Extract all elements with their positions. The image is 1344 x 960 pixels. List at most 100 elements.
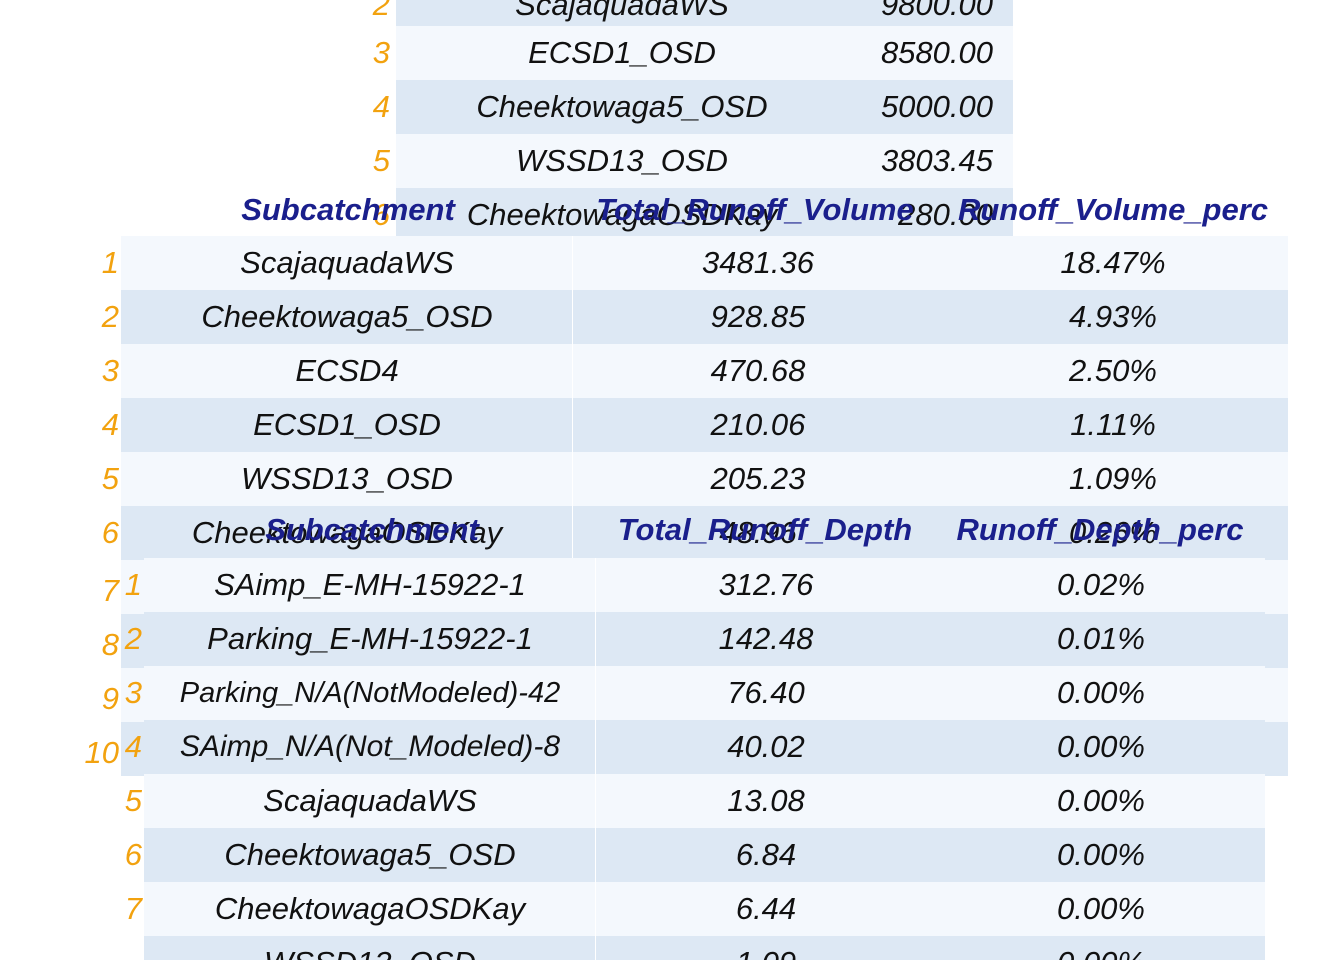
cell-depth: 6.44 bbox=[735, 891, 797, 926]
cell-name: WSSD13_OSD bbox=[516, 143, 728, 178]
row-index: 7 bbox=[101, 573, 119, 608]
cell-name: CheektowagaOSDKay bbox=[191, 515, 503, 550]
table-row: 4 ECSD1_OSD 210.06 1.11% bbox=[102, 398, 1288, 452]
row-index: 2 bbox=[372, 0, 390, 22]
table-row: 3 ECSD1_OSD 8580.00 bbox=[373, 26, 1013, 80]
row-index: 6 bbox=[101, 515, 119, 550]
cell-name: ECSD1_OSD bbox=[253, 407, 441, 442]
table-row: 6 CheektowagaOSDKay 48.96 0.26% bbox=[102, 506, 1288, 560]
cell-depth: 13.08 bbox=[727, 783, 805, 818]
cell-volume: 928.85 bbox=[710, 299, 806, 334]
row-index: 5 bbox=[372, 143, 390, 178]
cell-value: 8580.00 bbox=[880, 35, 993, 70]
cell-name: ScajaquadaWS bbox=[263, 783, 477, 818]
cell-name: ScajaquadaWS bbox=[240, 245, 454, 280]
row-index: 10 bbox=[84, 735, 119, 770]
cell-volume: 48.96 bbox=[719, 515, 797, 550]
row-index: 4 bbox=[101, 407, 119, 442]
cell-perc: 0.00% bbox=[936, 936, 1265, 960]
cell-perc: 0.00% bbox=[1057, 675, 1145, 710]
cell-name: CheektowagaOSDKay bbox=[214, 891, 526, 926]
cell-depth: 312.76 bbox=[718, 567, 814, 602]
table-row: 2 Parking_E-MH-15922-1 142.48 0.01% bbox=[125, 612, 1265, 666]
cell-value: 280.00 bbox=[898, 197, 993, 232]
cell-name: ECSD4 bbox=[295, 353, 399, 388]
cell-depth: 40.02 bbox=[727, 729, 805, 764]
header-subcatchment: Subcatchment bbox=[241, 192, 455, 227]
cell-name: WSSD13_OSD bbox=[241, 461, 453, 496]
table-row: 4 SAimp_N/A(Not_Modeled)-8 40.02 0.00% bbox=[125, 720, 1265, 774]
header-total-runoff-depth: Total_Runoff_Depth bbox=[617, 512, 913, 547]
cell-value: 9800.00 bbox=[880, 0, 993, 22]
row-index: 4 bbox=[372, 89, 390, 124]
table-row: 6 CheektowagaOSDKay 280.00 bbox=[373, 188, 1013, 242]
header-runoff-depth-perc: Runoff_Depth_perc bbox=[956, 512, 1244, 547]
table-row: 1 ScajaquadaWS 3481.36 18.47% bbox=[102, 236, 1288, 290]
table-row: 5 WSSD13_OSD 3803.45 bbox=[373, 134, 1013, 188]
cell-perc: 2.50% bbox=[1069, 353, 1157, 388]
row-index: 1 bbox=[124, 567, 142, 602]
row-index: 3 bbox=[124, 675, 142, 710]
row-index: 6 bbox=[124, 837, 142, 872]
cell-value: 3803.45 bbox=[880, 143, 993, 178]
column-divider bbox=[595, 558, 596, 960]
row-index: 3 bbox=[101, 353, 119, 388]
cell-name: Cheektowaga5_OSD bbox=[201, 299, 493, 334]
table-row: 7 CheektowagaOSDKay 6.44 0.00% bbox=[125, 882, 1265, 936]
cell-perc: 1.11% bbox=[1070, 407, 1156, 442]
row-index: 5 bbox=[101, 461, 119, 496]
table-row: 3 ECSD4 470.68 2.50% bbox=[102, 344, 1288, 398]
cell-volume: 205.23 bbox=[710, 461, 806, 496]
cell-volume: 210.06 bbox=[710, 407, 806, 442]
cell-name: WSSD13_OSD bbox=[144, 936, 596, 960]
cell-name: Parking_N/A(NotModeled)-42 bbox=[179, 677, 561, 709]
row-index: 2 bbox=[101, 299, 119, 334]
cell-name: Cheektowaga5_OSD bbox=[476, 89, 768, 124]
cell-depth: 1.09 bbox=[596, 936, 936, 960]
cell-name: ECSD1_OSD bbox=[528, 35, 716, 70]
cell-name: CheektowagaOSDKay bbox=[466, 197, 778, 232]
table-row: 5 ScajaquadaWS 13.08 0.00% bbox=[125, 774, 1265, 828]
row-index: 3 bbox=[372, 35, 390, 70]
row-index: 6 bbox=[372, 197, 390, 232]
header-runoff-volume-perc: Runoff_Volume_perc bbox=[957, 192, 1269, 227]
table-row: 2 Cheektowaga5_OSD 928.85 4.93% bbox=[102, 290, 1288, 344]
table-row: 4 Cheektowaga5_OSD 5000.00 bbox=[373, 80, 1013, 134]
cell-perc: 0.00% bbox=[1057, 837, 1145, 872]
table-row: 6 Cheektowaga5_OSD 6.84 0.00% bbox=[125, 828, 1265, 882]
cell-name: ScajaquadaWS bbox=[515, 0, 729, 22]
row-index: 8 bbox=[101, 627, 119, 662]
cell-perc: 0.26% bbox=[1069, 515, 1157, 550]
row-index: 4 bbox=[124, 729, 142, 764]
header-total-runoff-volume: Total_Runoff_Volume bbox=[596, 192, 914, 227]
row-index: 1 bbox=[101, 245, 119, 280]
table-row: 1 SAimp_E-MH-15922-1 312.76 0.02% bbox=[125, 558, 1265, 612]
row-index: 7 bbox=[124, 891, 142, 926]
table-row: 5 WSSD13_OSD 205.23 1.09% bbox=[102, 452, 1288, 506]
cell-perc: 4.93% bbox=[1069, 299, 1157, 334]
row-index: 5 bbox=[124, 783, 142, 818]
header-subcatchment: Subcatchment bbox=[265, 512, 479, 547]
cell-name: SAimp_E-MH-15922-1 bbox=[214, 567, 526, 602]
row-index: 2 bbox=[124, 621, 142, 656]
table-row: 3 Parking_N/A(NotModeled)-42 76.40 0.00% bbox=[125, 666, 1265, 720]
cell-perc: 0.00% bbox=[1057, 783, 1145, 818]
cell-perc: 18.47% bbox=[1060, 245, 1166, 280]
cell-perc: 1.09% bbox=[1069, 461, 1157, 496]
cell-depth: 142.48 bbox=[718, 621, 814, 656]
cell-depth: 76.40 bbox=[727, 675, 805, 710]
cell-perc: 0.00% bbox=[1057, 891, 1145, 926]
cell-value: 5000.00 bbox=[880, 89, 993, 124]
column-divider bbox=[572, 236, 573, 560]
cell-depth: 6.84 bbox=[735, 837, 797, 872]
cell-volume: 3481.36 bbox=[701, 245, 815, 280]
cell-perc: 0.01% bbox=[1057, 621, 1145, 656]
row-index: 9 bbox=[101, 681, 119, 716]
table-row: 8 WSSD13_OSD 1.09 0.00% bbox=[144, 936, 1265, 960]
cell-name: Parking_E-MH-15922-1 bbox=[207, 621, 533, 656]
cell-name: Cheektowaga5_OSD bbox=[224, 837, 516, 872]
cell-volume: 470.68 bbox=[710, 353, 806, 388]
cell-name: SAimp_N/A(Not_Modeled)-8 bbox=[179, 730, 561, 763]
cell-perc: 0.00% bbox=[1057, 729, 1145, 764]
cell-perc: 0.02% bbox=[1057, 567, 1145, 602]
